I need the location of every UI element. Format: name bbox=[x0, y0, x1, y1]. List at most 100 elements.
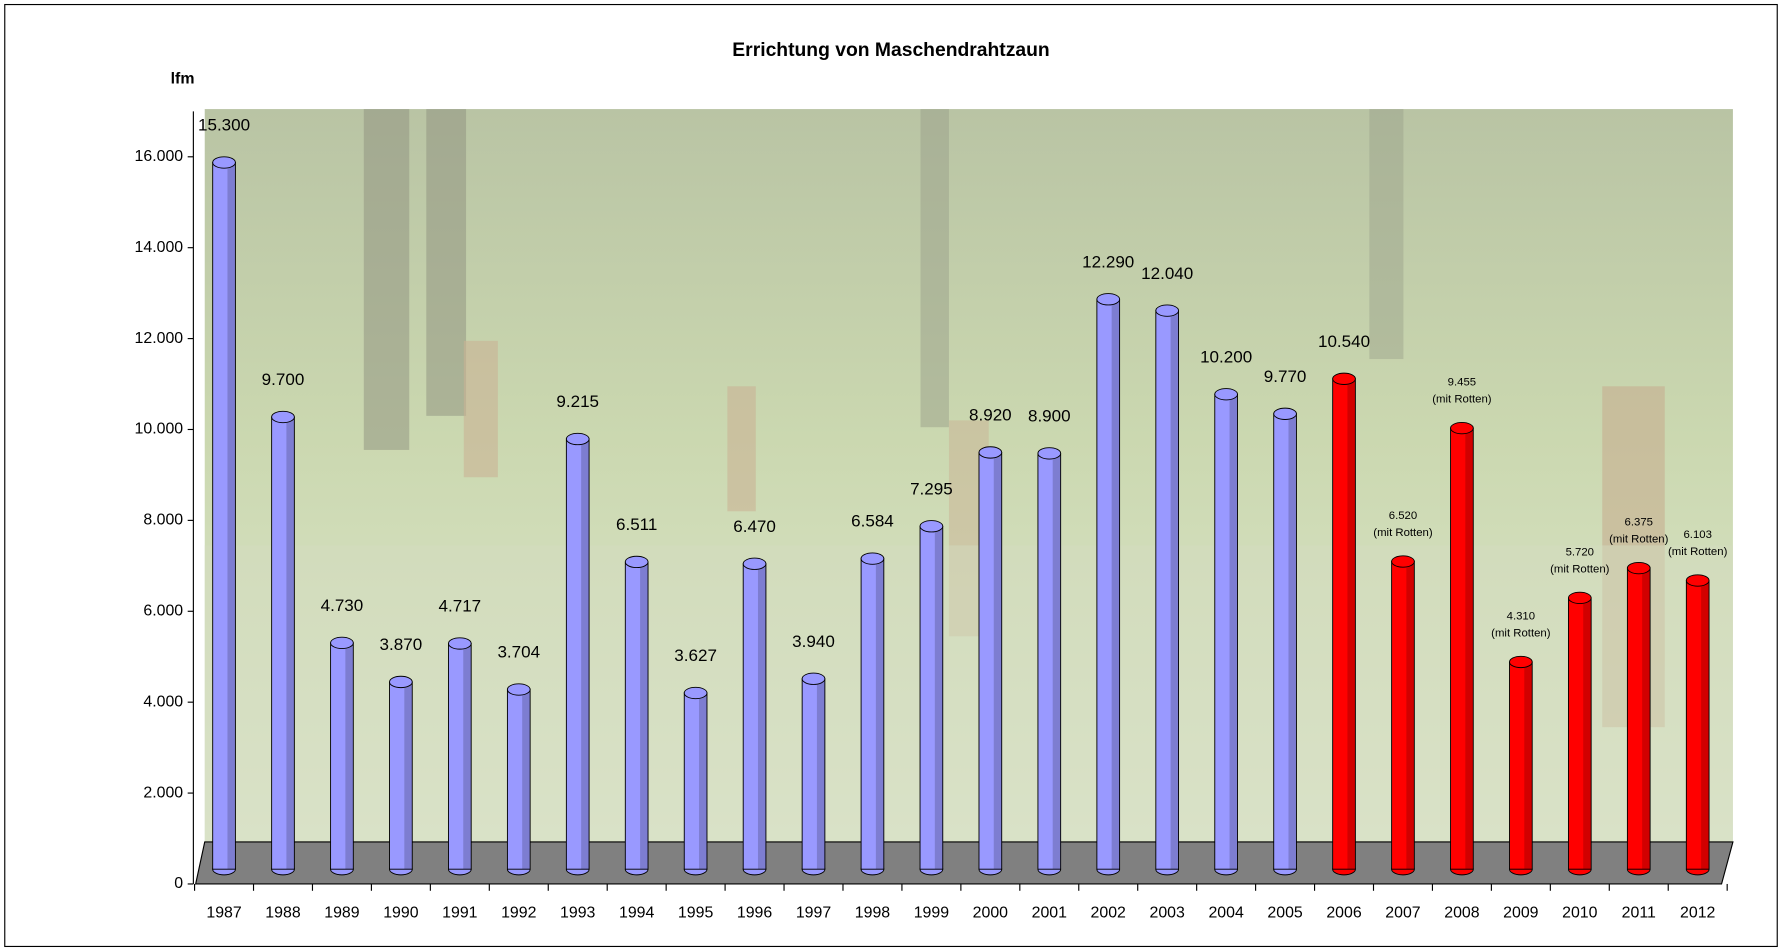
bar-group bbox=[212, 156, 236, 876]
bar-group bbox=[330, 636, 354, 876]
x-tick-label: 1992 bbox=[501, 905, 537, 922]
x-tick-label: 1994 bbox=[619, 905, 655, 922]
value-label: 6.470 bbox=[733, 517, 776, 536]
x-tick-label: 2002 bbox=[1091, 905, 1127, 922]
x-tick-label: 2012 bbox=[1680, 905, 1716, 922]
y-tick-label: 10.000 bbox=[135, 421, 184, 438]
value-note: (mit Rotten) bbox=[1432, 394, 1492, 406]
bar-shade bbox=[1524, 661, 1533, 870]
bar-group bbox=[1567, 591, 1592, 876]
x-tick-label: 1997 bbox=[796, 905, 832, 922]
bar-shade bbox=[286, 416, 295, 870]
x-tick-label: 1999 bbox=[914, 905, 950, 922]
x-tick-label: 2006 bbox=[1326, 905, 1362, 922]
value-label: 10.200 bbox=[1200, 347, 1252, 366]
value-label: 7.295 bbox=[910, 479, 953, 498]
bar-shade bbox=[404, 681, 413, 870]
bar-shade bbox=[1465, 428, 1474, 870]
bar-top bbox=[1096, 293, 1121, 306]
x-tick-label: 1993 bbox=[560, 905, 596, 922]
value-note: (mit Rotten) bbox=[1668, 546, 1728, 558]
bar-top bbox=[212, 156, 236, 169]
bar-shade bbox=[522, 689, 531, 870]
x-tick-label: 1988 bbox=[265, 905, 301, 922]
background-photo bbox=[204, 109, 1733, 842]
bar-group bbox=[389, 675, 413, 876]
bar-top bbox=[1626, 561, 1651, 575]
y-tick-label: 4.000 bbox=[143, 693, 183, 710]
x-tick-label: 1998 bbox=[855, 905, 891, 922]
bar-shade bbox=[699, 692, 707, 870]
bar-top bbox=[1509, 655, 1533, 669]
chart-title: Errichtung von Maschendrahtzaun bbox=[732, 40, 1049, 61]
bar-shade bbox=[934, 526, 943, 870]
bar-top bbox=[1567, 591, 1592, 605]
bar-group bbox=[742, 557, 767, 876]
bar-top bbox=[389, 675, 413, 689]
bar-top bbox=[742, 557, 767, 570]
bar-top bbox=[271, 410, 295, 424]
value-label: 3.940 bbox=[792, 632, 835, 651]
x-tick-label: 2004 bbox=[1208, 905, 1244, 922]
x-tick-label: 1995 bbox=[678, 905, 714, 922]
bar-group bbox=[565, 432, 590, 876]
value-label: 6.375 bbox=[1625, 517, 1653, 529]
bar-shade bbox=[227, 162, 236, 870]
x-tick-label: 1996 bbox=[737, 905, 773, 922]
value-label: 6.103 bbox=[1683, 529, 1711, 541]
bar-group bbox=[1155, 304, 1180, 876]
bar-top bbox=[801, 672, 826, 685]
bar-shade bbox=[1170, 310, 1179, 870]
value-label: 4.310 bbox=[1507, 611, 1535, 623]
bar-group bbox=[271, 410, 295, 876]
bar-group bbox=[1096, 293, 1121, 876]
value-label: 3.627 bbox=[674, 646, 717, 665]
bar-shade bbox=[1347, 378, 1356, 870]
y-tick-label: 0 bbox=[174, 875, 183, 892]
x-tick-label: 2003 bbox=[1150, 905, 1186, 922]
x-tick-label: 2001 bbox=[1032, 905, 1068, 922]
bar-group bbox=[1450, 421, 1474, 876]
value-note: (mit Rotten) bbox=[1550, 563, 1610, 575]
y-tick-label: 2.000 bbox=[143, 784, 183, 801]
bar-shade bbox=[757, 563, 766, 870]
bar-group bbox=[1685, 574, 1710, 876]
bar-shade bbox=[1583, 597, 1592, 870]
bar-top bbox=[1332, 372, 1356, 385]
bar-group bbox=[860, 552, 885, 876]
bar-group bbox=[1214, 388, 1238, 876]
floor bbox=[194, 841, 1734, 885]
value-note: (mit Rotten) bbox=[1373, 527, 1433, 539]
y-axis-title: lfm bbox=[171, 71, 195, 88]
value-label: 3.704 bbox=[497, 643, 540, 662]
value-label: 15.300 bbox=[198, 116, 250, 135]
y-tick-label: 16.000 bbox=[135, 148, 184, 165]
bar-shade bbox=[581, 439, 590, 870]
x-tick-label: 1989 bbox=[324, 905, 360, 922]
bar-top bbox=[978, 446, 1003, 459]
bar-top bbox=[1273, 407, 1297, 420]
value-label: 9.770 bbox=[1264, 367, 1307, 386]
x-tick-label: 2010 bbox=[1562, 905, 1598, 922]
value-label: 5.720 bbox=[1566, 546, 1594, 558]
bar-shade bbox=[1229, 394, 1238, 870]
bar-top bbox=[1685, 574, 1710, 587]
bar-top bbox=[1450, 421, 1474, 435]
x-tick-label: 1990 bbox=[383, 905, 419, 922]
bar-group bbox=[919, 520, 944, 876]
bar-top bbox=[860, 552, 885, 565]
bar-shade bbox=[993, 452, 1002, 870]
value-note: (mit Rotten) bbox=[1609, 534, 1669, 546]
value-label: 9.215 bbox=[556, 392, 599, 411]
bar-shade bbox=[1288, 413, 1297, 870]
value-label: 12.040 bbox=[1141, 264, 1193, 283]
x-tick-label: 2011 bbox=[1622, 905, 1656, 922]
bar-top bbox=[919, 520, 944, 533]
x-tick-label: 1987 bbox=[206, 905, 242, 922]
bar-top bbox=[683, 686, 708, 700]
bar-shade bbox=[1701, 580, 1710, 870]
bar-group bbox=[1273, 407, 1297, 876]
bar-shade bbox=[345, 642, 354, 870]
bar-group bbox=[448, 637, 472, 876]
